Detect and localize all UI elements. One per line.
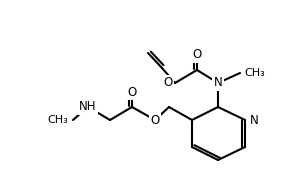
Text: CH₃: CH₃ [47, 115, 68, 125]
Text: NH: NH [79, 101, 97, 113]
Text: CH₃: CH₃ [244, 68, 265, 78]
Text: O: O [127, 85, 137, 98]
Text: N: N [250, 113, 259, 126]
Text: O: O [164, 76, 173, 90]
Text: O: O [150, 113, 160, 126]
Text: O: O [192, 48, 202, 62]
Text: N: N [214, 76, 222, 90]
